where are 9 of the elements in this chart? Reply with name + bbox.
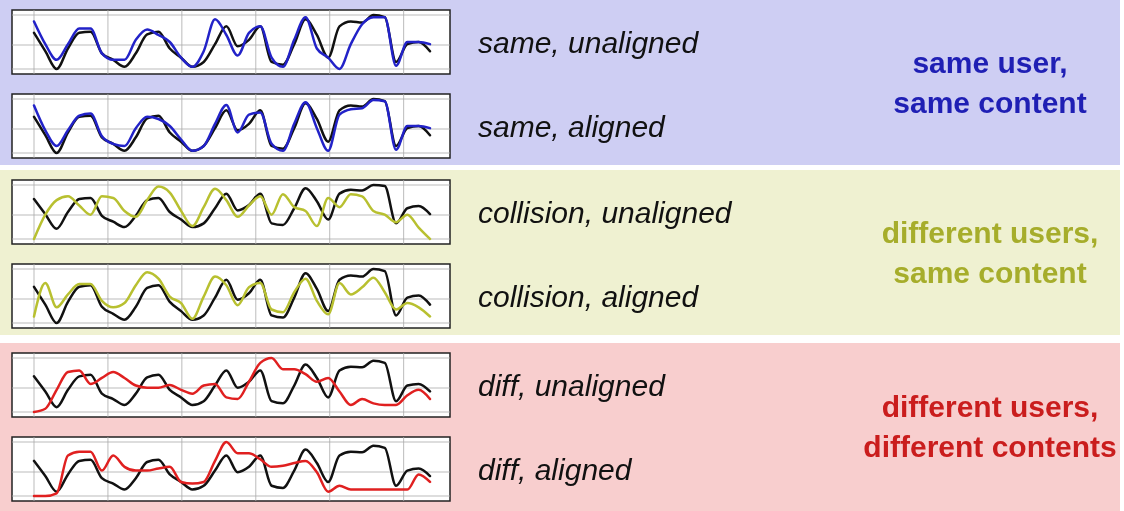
text: different users, same content <box>881 215 1099 289</box>
text: collision, unaligned <box>478 196 733 229</box>
text: same, unaligned <box>478 26 700 59</box>
text: same user, same content <box>893 45 1087 119</box>
text: diff, unaligned <box>478 369 667 402</box>
text: diff, aligned <box>478 453 633 486</box>
text: different users, different contents <box>863 390 1117 463</box>
text: collision, aligned <box>478 280 700 313</box>
text: same, aligned <box>478 110 667 143</box>
